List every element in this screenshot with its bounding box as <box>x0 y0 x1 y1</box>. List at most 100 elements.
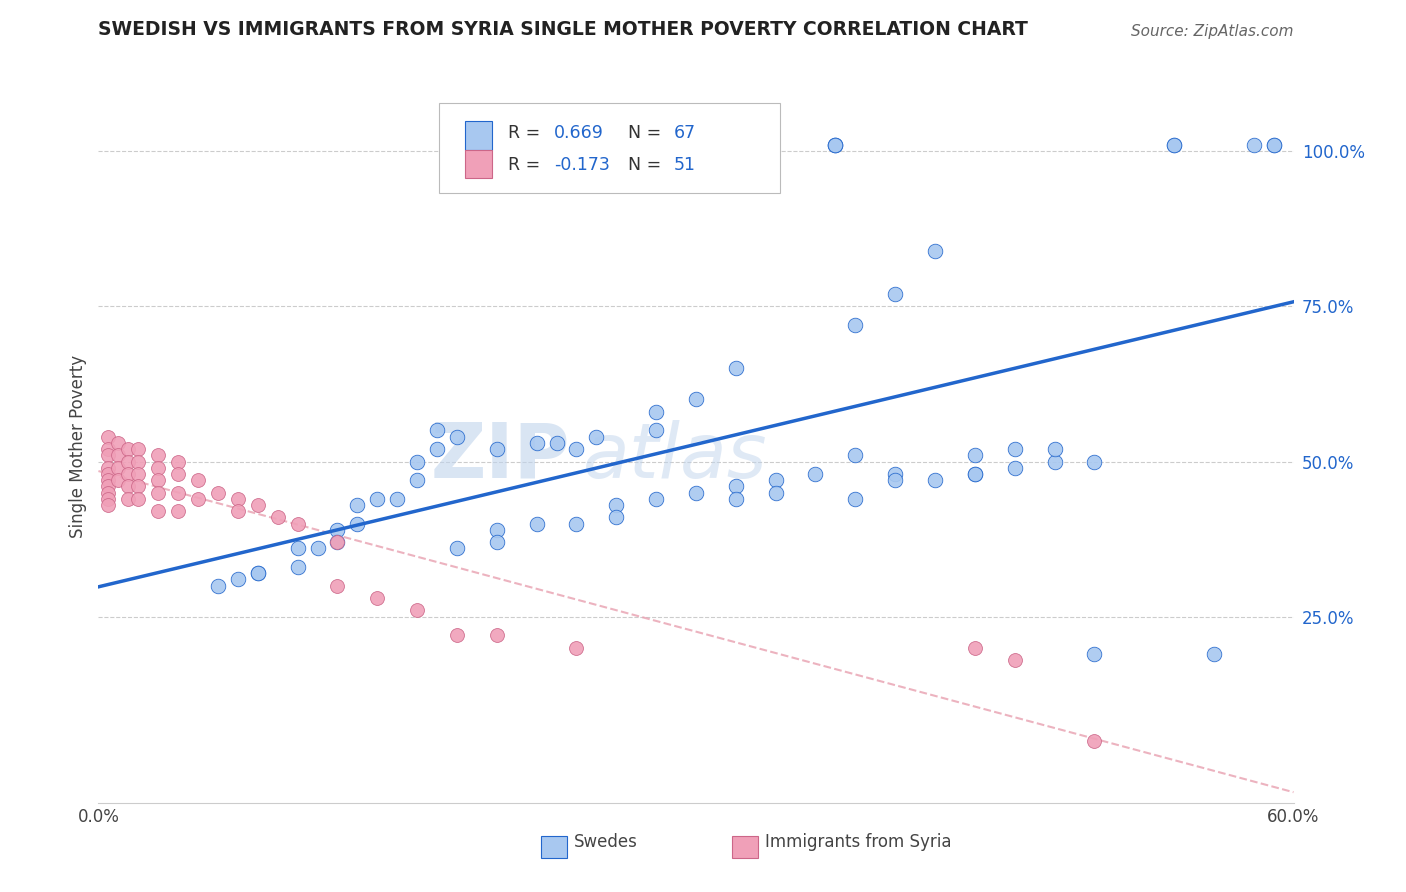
Point <box>485 523 508 537</box>
Point <box>1243 138 1265 153</box>
Point <box>924 473 946 487</box>
Point <box>97 430 120 444</box>
Point <box>765 473 787 487</box>
Point <box>187 491 209 506</box>
Point <box>346 498 368 512</box>
Text: SWEDISH VS IMMIGRANTS FROM SYRIA SINGLE MOTHER POVERTY CORRELATION CHART: SWEDISH VS IMMIGRANTS FROM SYRIA SINGLE … <box>98 21 1028 39</box>
Point <box>426 442 449 456</box>
Point <box>1263 138 1285 153</box>
Point <box>226 504 249 518</box>
Point <box>97 479 120 493</box>
Text: N =: N = <box>628 156 666 174</box>
Point <box>167 485 190 500</box>
Point <box>685 392 707 407</box>
Point <box>267 510 290 524</box>
Point <box>226 573 249 587</box>
Point <box>406 603 429 617</box>
Point <box>127 491 149 506</box>
Point <box>1043 442 1066 456</box>
Y-axis label: Single Mother Poverty: Single Mother Poverty <box>69 354 87 538</box>
Point <box>207 485 229 500</box>
Point <box>446 430 468 444</box>
Point <box>226 491 249 506</box>
Point <box>884 473 907 487</box>
Point <box>167 504 190 518</box>
Point <box>207 579 229 593</box>
Point <box>804 467 827 481</box>
Point <box>107 436 129 450</box>
Point <box>685 485 707 500</box>
Point <box>884 467 907 481</box>
Point <box>485 535 508 549</box>
Point <box>127 479 149 493</box>
Point <box>1163 138 1185 153</box>
Point <box>526 516 548 531</box>
Point <box>97 448 120 462</box>
Point <box>1163 138 1185 153</box>
Text: 51: 51 <box>673 156 695 174</box>
Point <box>117 454 139 468</box>
Point <box>326 523 349 537</box>
Point <box>117 479 139 493</box>
Text: N =: N = <box>628 125 666 143</box>
Point <box>485 628 508 642</box>
FancyBboxPatch shape <box>465 150 492 178</box>
Point <box>287 541 309 556</box>
Point <box>167 467 190 481</box>
Point <box>605 498 627 512</box>
Point <box>287 516 309 531</box>
Text: Swedes: Swedes <box>574 833 638 851</box>
Point <box>824 138 846 153</box>
Point <box>406 473 429 487</box>
Point <box>844 491 866 506</box>
Point <box>107 473 129 487</box>
Point <box>645 405 668 419</box>
Point <box>117 467 139 481</box>
Text: R =: R = <box>509 156 546 174</box>
Point <box>385 491 409 506</box>
Point <box>844 448 866 462</box>
Point <box>246 566 269 581</box>
Point <box>326 535 349 549</box>
Text: Source: ZipAtlas.com: Source: ZipAtlas.com <box>1130 24 1294 39</box>
Point <box>148 485 170 500</box>
Point <box>884 287 907 301</box>
Text: 0.669: 0.669 <box>554 125 603 143</box>
Point <box>97 485 120 500</box>
Point <box>963 448 986 462</box>
FancyBboxPatch shape <box>733 836 758 858</box>
Text: R =: R = <box>509 125 546 143</box>
Point <box>963 640 986 655</box>
Point <box>127 442 149 456</box>
Point <box>346 516 368 531</box>
Point <box>526 436 548 450</box>
Point <box>97 498 120 512</box>
Point <box>307 541 329 556</box>
Point <box>724 491 747 506</box>
Text: Immigrants from Syria: Immigrants from Syria <box>765 833 952 851</box>
Text: ZIP: ZIP <box>432 420 571 493</box>
Point <box>1004 653 1026 667</box>
Text: atlas: atlas <box>582 420 766 493</box>
Point <box>246 498 269 512</box>
Point <box>97 467 120 481</box>
Text: 67: 67 <box>673 125 696 143</box>
Text: -0.173: -0.173 <box>554 156 610 174</box>
Point <box>645 491 668 506</box>
Point <box>187 473 209 487</box>
FancyBboxPatch shape <box>541 836 567 858</box>
Point <box>765 485 787 500</box>
Point <box>246 566 269 581</box>
Point <box>148 460 170 475</box>
Point <box>446 541 468 556</box>
Point <box>605 510 627 524</box>
Point <box>546 436 568 450</box>
Point <box>1004 442 1026 456</box>
Point <box>485 442 508 456</box>
Point <box>824 138 846 153</box>
Point <box>148 473 170 487</box>
Point <box>1004 460 1026 475</box>
Point <box>565 640 588 655</box>
Point <box>366 491 388 506</box>
Point <box>117 442 139 456</box>
